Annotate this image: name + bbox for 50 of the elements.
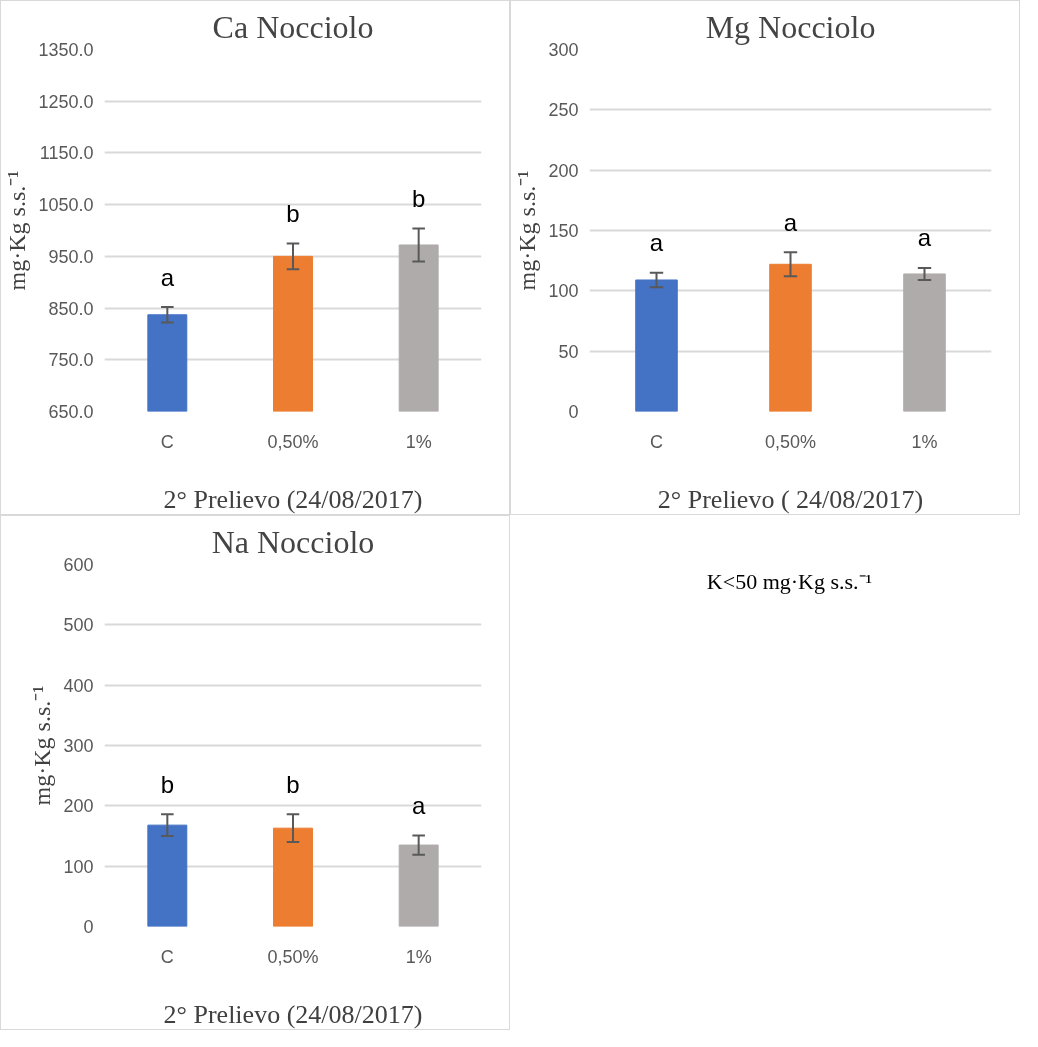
y-tick-label: 850.0 bbox=[48, 298, 94, 319]
annotation: b bbox=[160, 770, 175, 798]
x-tick-label: 1% bbox=[405, 431, 432, 452]
y-tick-label: 300 bbox=[548, 40, 579, 60]
y-tick-label: 1350.0 bbox=[38, 40, 94, 60]
y-tick-label: 0 bbox=[568, 402, 579, 422]
y-tick-label: 200 bbox=[63, 796, 94, 817]
y-tick-label: 1050.0 bbox=[38, 195, 94, 216]
chart-title: Ca Nocciolo bbox=[212, 8, 374, 45]
y-tick-label: 200 bbox=[548, 160, 579, 181]
chart-title: Mg Nocciolo bbox=[705, 8, 876, 45]
y-tick-label: 650.0 bbox=[48, 402, 94, 422]
y-tick-label: 1150.0 bbox=[39, 143, 94, 164]
x-tick-label: 0,50% bbox=[267, 431, 319, 452]
annotation: a bbox=[917, 224, 932, 252]
x-tick-label: 0,50% bbox=[267, 946, 319, 967]
y-tick-label: 400 bbox=[63, 675, 94, 696]
annotation: a bbox=[411, 791, 426, 819]
y-tick-label: 950.0 bbox=[48, 246, 94, 267]
x-axis-title: 2° Prelievo (24/08/2017) bbox=[163, 484, 423, 514]
y-tick-label: 1250.0 bbox=[38, 91, 94, 112]
y-tick-label: 0 bbox=[83, 917, 94, 937]
annotation: a bbox=[783, 208, 798, 236]
y-axis-title: mg·Kg s.s.⁻¹ bbox=[514, 170, 541, 291]
y-tick-label: 100 bbox=[63, 856, 94, 877]
y-axis-title: mg·Kg s.s.⁻¹ bbox=[4, 170, 31, 291]
annotation: a bbox=[160, 263, 175, 291]
chart-title: Na Nocciolo bbox=[211, 523, 375, 560]
x-tick-label: 1% bbox=[911, 431, 938, 452]
x-axis-title: 2° Prelievo ( 24/08/2017) bbox=[657, 484, 924, 514]
y-tick-label: 500 bbox=[63, 615, 94, 636]
y-tick-label: 250 bbox=[548, 100, 579, 121]
x-tick-label: C bbox=[650, 431, 663, 452]
y-tick-label: 300 bbox=[63, 736, 94, 756]
y-tick-label: 750.0 bbox=[48, 350, 94, 371]
y-axis-title: mg·Kg s.s.⁻¹ bbox=[29, 685, 56, 806]
annotation: b bbox=[286, 199, 300, 227]
annotation: b bbox=[411, 184, 426, 212]
x-tick-label: 0,50% bbox=[764, 431, 817, 452]
text: K<50 mg·Kg s.s.⁻¹ bbox=[706, 569, 873, 595]
y-tick-label: 600 bbox=[63, 555, 94, 575]
annotation: b bbox=[286, 770, 300, 798]
x-tick-label: 1% bbox=[405, 946, 432, 967]
y-tick-label: 100 bbox=[548, 281, 579, 302]
x-axis-title: 2° Prelievo (24/08/2017) bbox=[163, 999, 423, 1029]
annotation: a bbox=[649, 229, 664, 257]
y-tick-label: 150 bbox=[548, 221, 579, 241]
x-tick-label: C bbox=[160, 946, 174, 967]
x-tick-label: C bbox=[160, 431, 174, 452]
y-tick-label: 50 bbox=[558, 341, 579, 362]
